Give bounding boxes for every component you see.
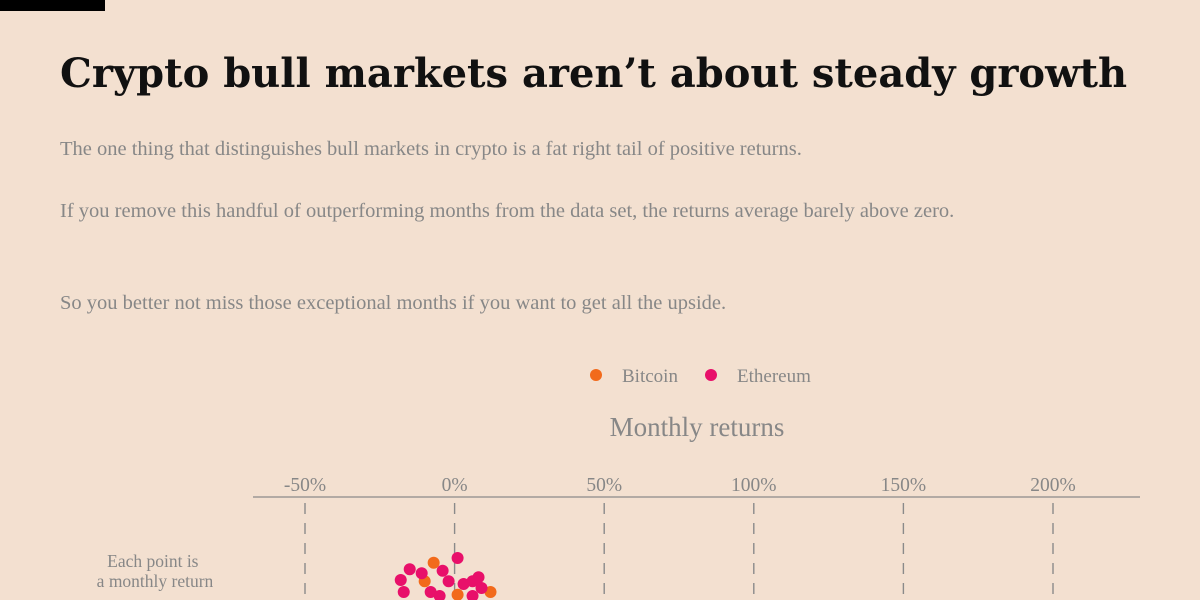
ethereum-point: [475, 582, 488, 594]
bitcoin-point: [427, 556, 440, 569]
ethereum-point: [394, 574, 407, 586]
legend-bitcoin-swatch: [590, 369, 602, 381]
ethereum-point: [415, 567, 428, 580]
intro-paragraph-2: If you remove this handful of outperform…: [60, 200, 955, 222]
ethereum-point: [403, 563, 416, 576]
chart-legend: Bitcoin Ethereum: [590, 366, 811, 387]
annotation-line-1: Each point is: [107, 551, 199, 571]
bitcoin-point: [451, 588, 464, 600]
ethereum-point: [442, 575, 455, 588]
legend-ethereum-swatch: [705, 369, 717, 381]
ethereum-point: [424, 586, 437, 598]
ethereum-point: [397, 586, 410, 598]
chart-title: Monthly returns: [610, 412, 785, 442]
x-axis-ticks: -50% 0% 50% 100% 150% 200%: [284, 475, 1076, 496]
intro-paragraph-3: So you better not miss those exceptional…: [60, 292, 727, 314]
annotation-line-2: a monthly return: [97, 571, 214, 591]
intro-paragraph-1: The one thing that distinguishes bull ma…: [60, 138, 802, 160]
ethereum-point: [472, 571, 485, 584]
ethereum-point: [466, 590, 479, 600]
x-tick-label: 200%: [1030, 475, 1076, 496]
x-tick-label: 150%: [881, 475, 927, 496]
page-title: Crypto bull markets aren’t about steady …: [60, 50, 1128, 97]
x-tick-label: 50%: [586, 475, 622, 496]
monthly-returns-chart: Bitcoin Ethereum Monthly returns Each po…: [97, 366, 1140, 600]
ethereum-point: [451, 552, 464, 564]
data-points: [394, 552, 497, 600]
ethereum-point: [436, 564, 449, 577]
x-tick-label: 100%: [731, 475, 777, 496]
legend-ethereum-label: Ethereum: [737, 366, 811, 387]
ethereum-point: [433, 590, 446, 600]
legend-bitcoin-label: Bitcoin: [622, 366, 678, 387]
bitcoin-point: [484, 586, 497, 598]
brand-corner-bar: [0, 0, 105, 11]
x-gridlines: [304, 503, 1054, 600]
x-tick-label: 0%: [442, 475, 468, 496]
chart-annotation: Each point is a monthly return: [97, 551, 214, 591]
x-tick-label: -50%: [284, 475, 326, 496]
